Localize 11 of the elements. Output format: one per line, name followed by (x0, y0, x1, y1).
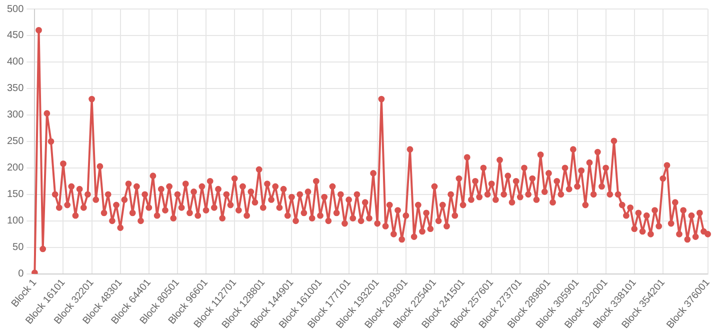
y-tick-label: 450 (6, 30, 24, 42)
y-tick-label: 400 (6, 56, 24, 68)
y-tick-label: 500 (6, 4, 24, 15)
y-tick-label: 200 (6, 162, 24, 174)
y-tick-label: 300 (6, 110, 24, 121)
y-tick-label: 100 (6, 216, 24, 227)
y-tick-label: 350 (6, 83, 24, 94)
y-tick-label: 0 (18, 268, 24, 280)
y-tick-label: 250 (6, 136, 24, 148)
y-tick-label: 150 (6, 189, 24, 200)
y-tick-label: 50 (12, 242, 24, 254)
